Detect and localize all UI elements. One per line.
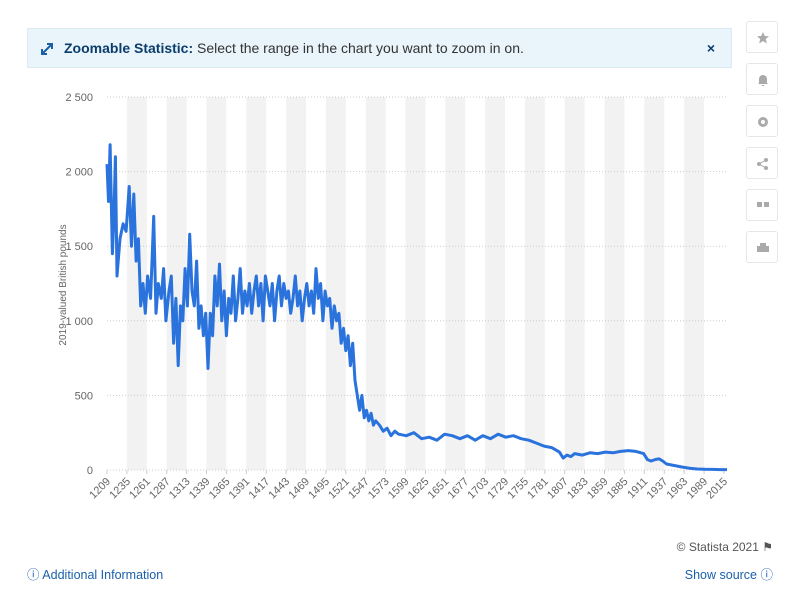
credit: © Statista 2021 ⚑ (676, 540, 773, 554)
x-tick-label: 1651 (426, 476, 452, 502)
y-tick-label: 2 500 (65, 92, 93, 104)
x-band (126, 97, 147, 470)
y-tick-label: 1 500 (65, 241, 93, 253)
x-band (445, 97, 466, 470)
favorite-button[interactable] (746, 21, 778, 53)
x-tick-label: 1495 (306, 476, 332, 502)
x-tick-label: 1469 (286, 476, 312, 502)
x-band (325, 97, 346, 470)
x-band (246, 97, 267, 470)
x-band (564, 97, 585, 470)
x-tick-label: 1807 (545, 476, 571, 502)
y-tick-label: 1 000 (65, 316, 93, 328)
print-button[interactable] (746, 231, 778, 263)
x-tick-label: 1599 (386, 476, 412, 502)
x-tick-label: 1781 (525, 476, 551, 502)
x-tick-label: 1989 (684, 476, 710, 502)
x-tick-label: 1755 (505, 476, 531, 502)
x-band (405, 97, 426, 470)
x-tick-label: 1729 (485, 476, 511, 502)
y-axis-label: 2019-valued British pounds (58, 224, 69, 345)
data-line (105, 143, 727, 472)
x-tick-label: 1859 (585, 476, 611, 502)
x-tick-label: 1911 (625, 476, 650, 501)
zoom-icon (41, 43, 53, 55)
x-tick-label: 1677 (446, 476, 472, 502)
show-source-link[interactable]: Show source ⓘ (684, 568, 773, 582)
x-tick-label: 1547 (346, 476, 372, 502)
show-source-text: Show source (684, 568, 758, 582)
x-tick-label: 1963 (664, 476, 690, 502)
x-tick-label: 2015 (704, 476, 730, 502)
x-tick-label: 1313 (167, 476, 193, 502)
x-tick-label: 1885 (605, 476, 631, 502)
y-tick-label: 2 000 (65, 167, 93, 179)
x-band (524, 97, 545, 470)
x-tick-label: 1443 (266, 476, 292, 502)
x-tick-label: 1417 (247, 476, 273, 502)
x-band (166, 97, 187, 470)
zoom-banner: Zoomable Statistic: Select the range in … (27, 28, 732, 68)
x-band (286, 97, 307, 470)
x-tick-label: 1521 (326, 476, 352, 502)
banner-text: Select the range in the chart you want t… (197, 40, 524, 56)
credit-text: © Statista 2021 (676, 540, 759, 554)
x-tick-label: 1365 (207, 476, 233, 502)
settings-button[interactable] (746, 105, 778, 137)
x-band (365, 97, 386, 470)
x-tick-label: 1339 (187, 476, 213, 502)
alert-button[interactable] (746, 63, 778, 95)
x-tick-label: 1625 (406, 476, 432, 502)
banner-title: Zoomable Statistic: (64, 40, 194, 56)
x-tick-label: 1573 (366, 476, 392, 502)
additional-info-link[interactable]: ⓘ Additional Information (27, 568, 164, 582)
x-tick-label: 1287 (147, 476, 173, 502)
cite-button[interactable] (746, 189, 778, 221)
y-tick-label: 0 (87, 465, 93, 477)
x-tick-label: 1261 (127, 476, 153, 502)
x-tick-label: 1391 (227, 476, 253, 502)
x-tick-label: 1703 (465, 476, 491, 502)
x-band (206, 97, 227, 470)
additional-info-text: Additional Information (42, 568, 164, 582)
x-band (684, 97, 705, 470)
x-band (644, 97, 665, 470)
x-tick-label: 1833 (565, 476, 591, 502)
x-band (604, 97, 625, 470)
close-button[interactable]: × (706, 40, 715, 56)
x-band (485, 97, 506, 470)
y-tick-label: 500 (75, 390, 93, 402)
x-tick-label: 1937 (645, 476, 671, 502)
x-tick-label: 1235 (107, 476, 133, 502)
x-tick-label: 1209 (87, 476, 113, 502)
share-button[interactable] (746, 147, 778, 179)
